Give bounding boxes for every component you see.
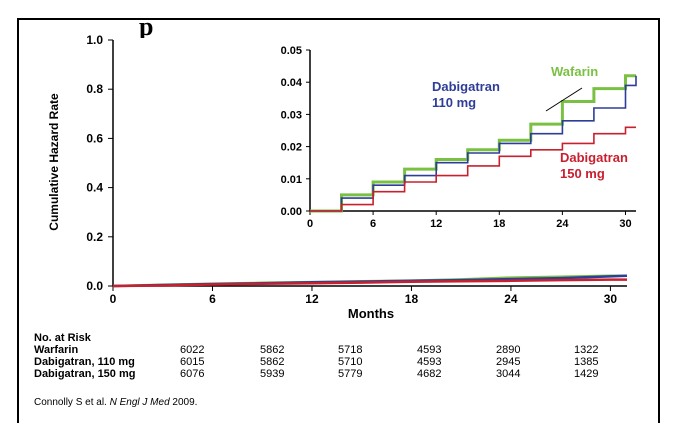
wafarin-callout-line	[545, 87, 583, 112]
main-axes: 0.0 0.2 0.4 0.6 0.8 1.0 0 6 12 18 24 30	[86, 33, 627, 306]
risk-table-cell: 5939	[260, 368, 285, 380]
inset-series-line	[310, 126, 636, 212]
inset-ytick-label: 0.00	[281, 206, 302, 218]
risk-table-cell: 4593	[417, 344, 442, 356]
risk-table-cell: 5779	[338, 368, 363, 380]
main-xlabel: Months	[348, 306, 394, 321]
main-ytick-label: 0.4	[86, 181, 103, 195]
risk-table-cell: 1322	[574, 344, 599, 356]
main-ytick-label: 0.6	[86, 131, 103, 145]
annotation-dabigatran-150-line2: 150 mg	[560, 166, 605, 181]
inset-xtick-label: 24	[556, 218, 569, 230]
risk-table-cell: 5862	[260, 356, 285, 368]
risk-table-row-label: Dabigatran, 150 mg	[34, 368, 136, 380]
inset-ytick-label: 0.05	[281, 45, 302, 57]
annotation-dabigatran-110-line2: 110 mg	[432, 95, 476, 110]
main-ytick-label: 0.8	[86, 82, 103, 96]
main-ytick-label: 0.0	[86, 279, 103, 293]
risk-table-cell: 4682	[417, 368, 442, 380]
risk-table-cell: 3044	[496, 368, 521, 380]
main-xtick-label: 12	[305, 292, 319, 306]
main-ytick-label: 0.2	[86, 230, 103, 244]
inset-series-line	[310, 75, 637, 212]
risk-table-heading: No. at Risk	[34, 332, 91, 344]
inset-ytick-label: 0.03	[281, 109, 302, 121]
inset-ytick-label: 0.02	[281, 142, 302, 154]
inset-xtick-label: 18	[493, 218, 505, 230]
annotation-wafarin: Wafarin	[551, 64, 598, 79]
risk-table-cell: 1385	[574, 356, 599, 368]
inset-xtick-label: 0	[307, 218, 313, 230]
inset-axes: 0.00 0.01 0.02 0.03 0.04 0.05 0 6 12 18 24 30	[281, 45, 636, 230]
main-xtick-label: 6	[209, 292, 216, 306]
inset-ytick-label: 0.04	[281, 77, 303, 89]
risk-table-row: Warfarin 6022 5862 5718 4593 2890 1322	[34, 344, 598, 356]
inset-xtick-label: 30	[619, 218, 631, 230]
main-xtick-label: 30	[604, 292, 618, 306]
risk-table-row-label: Warfarin	[34, 344, 79, 356]
risk-table-cell: 1429	[574, 368, 599, 380]
risk-table-cell: 6022	[180, 344, 205, 356]
citation-journal: N Engl J Med	[109, 397, 170, 408]
main-series-line	[112, 278, 627, 288]
risk-table-cell: 5862	[260, 344, 285, 356]
cropped-title-text: p	[139, 14, 154, 38]
inset-xtick-label: 6	[370, 218, 376, 230]
risk-table-cell: 6015	[180, 356, 205, 368]
citation: Connolly S et al. N Engl J Med 2009.	[34, 397, 197, 408]
main-xtick-label: 24	[504, 292, 518, 306]
figure-frame: p	[17, 14, 660, 423]
main-series-lines	[112, 274, 628, 288]
main-ylabel: Cumulative Hazard Rate	[47, 93, 61, 231]
risk-table-cell: 5718	[338, 344, 363, 356]
citation-year: 2009.	[172, 397, 198, 408]
annotation-dabigatran-150-line1: Dabigatran	[560, 150, 628, 165]
main-xtick-label: 0	[110, 292, 117, 306]
inset-ytick-label: 0.01	[281, 174, 302, 186]
risk-table-cell: 4593	[417, 356, 442, 368]
inset-xtick-label: 12	[430, 218, 442, 230]
inset-series-lines	[310, 74, 637, 213]
annotation-dabigatran-110-line1: Dabigatran	[432, 79, 500, 94]
risk-table-cell: 2945	[496, 356, 521, 368]
risk-table-cell: 5710	[338, 356, 363, 368]
risk-table-row: Dabigatran, 110 mg 6015 5862 5710 4593 2945 13…	[34, 356, 598, 368]
risk-table-cell: 6076	[180, 368, 205, 380]
risk-table-cell: 2890	[496, 344, 521, 356]
citation-authors: Connolly S et al.	[34, 397, 107, 408]
main-ytick-label: 1.0	[86, 33, 103, 47]
main-xtick-label: 18	[405, 292, 419, 306]
risk-table-row-label: Dabigatran, 110 mg	[34, 356, 135, 368]
risk-table-row: Dabigatran, 150 mg 6076 5939 5779 4682 3044 14…	[34, 368, 598, 380]
risk-table: No. at Risk Warfarin 6022 5862 5718 4593 2890…	[34, 332, 598, 380]
